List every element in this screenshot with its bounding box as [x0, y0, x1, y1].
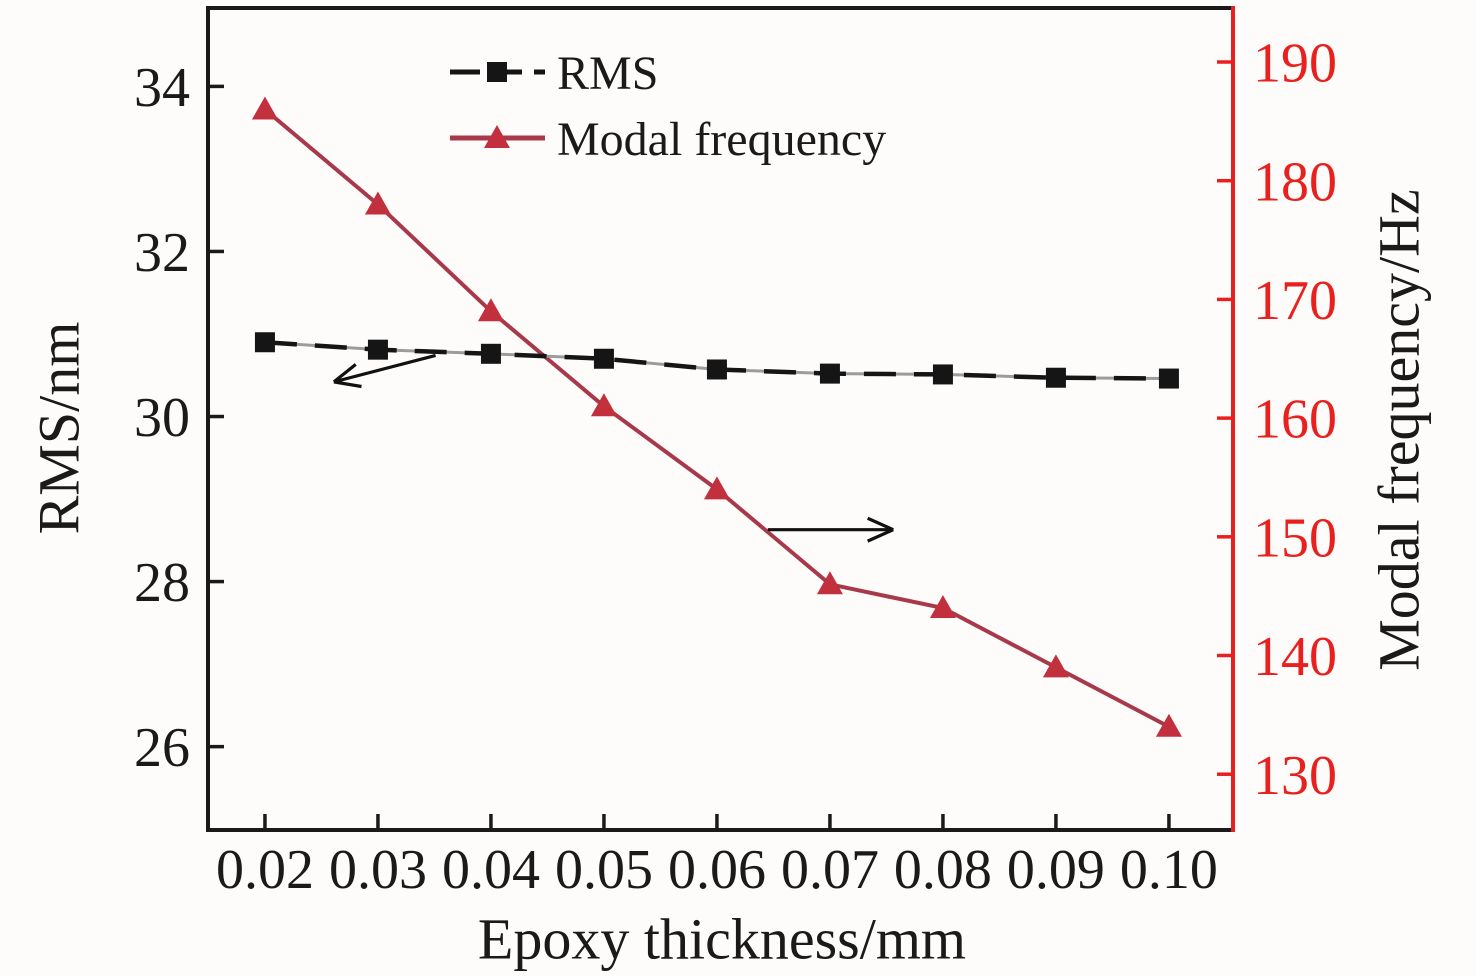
left-tick-label: 28: [134, 552, 190, 614]
x-axis-title: Epoxy thickness/mm: [478, 906, 966, 971]
left-tick-label: 26: [134, 717, 190, 779]
rms-marker: [367, 339, 388, 360]
x-tick-label: 0.08: [894, 839, 992, 901]
rms-marker: [706, 359, 727, 380]
x-tick-label: 0.03: [329, 839, 427, 901]
modal-right-axis-arrow-head: [866, 516, 894, 532]
modal-frequency-line: [263, 107, 1170, 729]
modal-frequency-marker: [816, 571, 843, 595]
left-tick-label: 34: [134, 57, 190, 119]
rms-marker: [254, 332, 275, 353]
modal-frequency-marker: [1042, 654, 1069, 678]
x-tick-label: 0.05: [555, 839, 653, 901]
modal-frequency-marker: [703, 476, 730, 500]
modal-frequency-legend-key-icon: [484, 125, 510, 148]
x-tick-label: 0.02: [216, 839, 314, 901]
legend-label-modal-frequency: Modal frequency: [557, 113, 886, 166]
right-tick-label: 160: [1253, 389, 1337, 451]
rms-left-axis-arrow-head: [332, 363, 357, 384]
left-axis-title: RMS/nm: [26, 322, 91, 535]
right-tick-label: 180: [1253, 151, 1337, 213]
modal-right-axis-arrow-head: [866, 528, 894, 543]
x-tick-label: 0.04: [442, 839, 540, 901]
right-tick-label: 190: [1253, 33, 1337, 95]
rms-left-axis-arrow: [333, 353, 436, 384]
right-tick-label: 140: [1253, 626, 1337, 688]
modal-frequency-marker: [251, 96, 278, 120]
left-tick-label: 30: [134, 387, 190, 449]
right-tick-label: 150: [1253, 507, 1337, 569]
annotation-layer: [332, 353, 894, 543]
left-tick-label: 32: [134, 222, 190, 284]
legend-keys-layer: [450, 62, 545, 148]
series-layer: [251, 96, 1182, 737]
right-tick-label: 170: [1253, 270, 1337, 332]
rms-marker: [1045, 367, 1066, 388]
axes-layer: 0.02 0.03 0.04 0.05 0.06 0.07 0.08 0.09 0.10 34 32…: [134, 6, 1337, 901]
rms-left-axis-arrow-head: [333, 380, 362, 389]
legend-label-rms: RMS: [557, 47, 658, 100]
rms-marker: [819, 363, 840, 384]
right-tick-label: 130: [1253, 745, 1337, 807]
rms-marker: [1158, 368, 1179, 389]
modal-frequency-marker: [590, 393, 617, 417]
modal-frequency-marker: [1155, 713, 1182, 737]
modal-frequency-marker: [364, 191, 391, 215]
x-tick-label: 0.06: [668, 839, 766, 901]
modal-frequency-marker: [929, 595, 956, 619]
x-tick-label: 0.09: [1007, 839, 1105, 901]
rms-legend-key-icon: [487, 62, 507, 82]
right-axis-title: Modal frequency/Hz: [1366, 189, 1431, 671]
rms-marker: [932, 364, 953, 385]
modal-frequency-marker: [477, 298, 504, 322]
rms-marker: [480, 343, 501, 364]
rms-marker: [593, 348, 614, 369]
x-tick-label: 0.07: [781, 839, 879, 901]
x-tick-label: 0.10: [1120, 839, 1218, 901]
